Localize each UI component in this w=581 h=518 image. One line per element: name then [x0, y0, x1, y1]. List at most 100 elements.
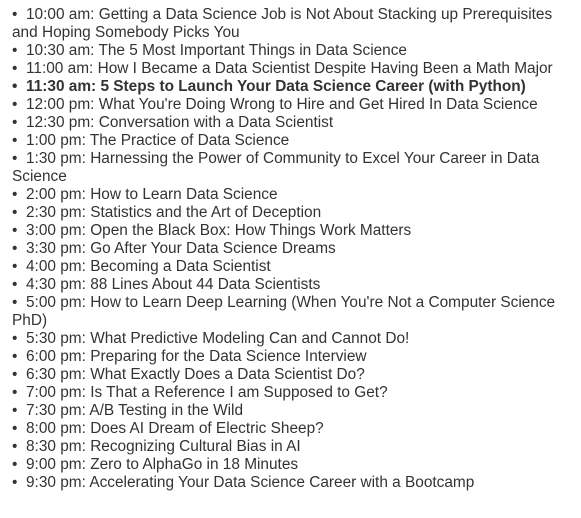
session-time: 12:30 pm	[26, 114, 91, 131]
session-title: Accelerating Your Data Science Career wi…	[89, 474, 475, 491]
time-separator: :	[81, 330, 91, 347]
schedule-item: • 11:00 am: How I Became a Data Scientist…	[12, 60, 575, 78]
session-title: Harnessing the Power of Community to Exc…	[12, 150, 540, 185]
session-title: Becoming a Data Scientist	[90, 258, 271, 275]
session-title: What You're Doing Wrong to Hire and Get …	[98, 96, 538, 113]
session-schedule-list: • 10:00 am: Getting a Data Science Job is…	[12, 6, 575, 492]
time-separator: :	[81, 222, 91, 239]
session-title: The 5 Most Important Things in Data Scie…	[98, 42, 407, 59]
session-time: 10:00 am	[26, 6, 91, 23]
schedule-item: • 7:00 pm: Is That a Reference I am Suppo…	[12, 384, 575, 402]
bullet-icon: •	[12, 204, 18, 221]
session-title: Preparing for the Data Science Interview	[90, 348, 367, 365]
session-time: 1:30 pm	[26, 150, 82, 167]
time-separator: :	[90, 96, 99, 113]
session-time: 11:30 am	[26, 78, 92, 95]
bullet-icon: •	[12, 258, 18, 275]
bullet-icon: •	[12, 222, 18, 239]
time-separator: :	[90, 6, 99, 23]
session-time: 1:00 pm	[26, 132, 82, 149]
bullet-icon: •	[12, 132, 18, 149]
session-time: 3:30 pm	[26, 240, 82, 257]
time-separator: :	[81, 348, 91, 365]
schedule-item: • 1:30 pm: Harnessing the Power of Commun…	[12, 150, 575, 186]
session-title: Is That a Reference I am Supposed to Get…	[90, 384, 388, 401]
bullet-icon: •	[12, 420, 18, 437]
schedule-item: • 4:30 pm: 88 Lines About 44 Data Scienti…	[12, 276, 575, 294]
session-title: The Practice of Data Science	[89, 132, 290, 149]
session-time: 4:30 pm	[26, 276, 82, 293]
session-title: Getting a Data Science Job is Not About …	[12, 6, 553, 41]
session-title: Conversation with a Data Scientist	[98, 114, 334, 131]
session-title: 88 Lines About 44 Data Scientists	[90, 276, 321, 293]
schedule-item: • 4:00 pm: Becoming a Data Scientist	[12, 258, 575, 276]
session-time: 7:00 pm	[26, 384, 82, 401]
schedule-item: • 5:30 pm: What Predictive Modeling Can a…	[12, 330, 575, 348]
bullet-icon: •	[12, 294, 18, 311]
schedule-item: • 8:00 pm: Does AI Dream of Electric Shee…	[12, 420, 575, 438]
schedule-item: • 10:00 am: Getting a Data Science Job is…	[12, 6, 575, 42]
bullet-icon: •	[12, 438, 18, 455]
time-separator: :	[81, 384, 91, 401]
bullet-icon: •	[12, 330, 18, 347]
time-separator: :	[81, 276, 91, 293]
bullet-icon: •	[12, 366, 18, 383]
bullet-icon: •	[12, 474, 18, 491]
schedule-item: • 2:30 pm: Statistics and the Art of Dece…	[12, 204, 575, 222]
session-title: Statistics and the Art of Deception	[90, 204, 322, 221]
session-time: 9:00 pm	[26, 456, 82, 473]
bullet-icon: •	[12, 384, 18, 401]
session-time: 11:00 am	[26, 60, 90, 77]
time-separator: :	[81, 150, 91, 167]
schedule-item: • 11:30 am: 5 Steps to Launch Your Data S…	[12, 78, 575, 96]
session-title: A/B Testing in the Wild	[89, 402, 244, 419]
schedule-item: • 1:00 pm: The Practice of Data Science	[12, 132, 575, 150]
session-title: Go After Your Data Science Dreams	[90, 240, 336, 257]
schedule-item: • 5:00 pm: How to Learn Deep Learning (Wh…	[12, 294, 575, 330]
bullet-icon: •	[12, 456, 18, 473]
session-time: 6:00 pm	[26, 348, 82, 365]
session-time: 2:00 pm	[26, 186, 82, 203]
schedule-item: • 12:00 pm: What You're Doing Wrong to Hi…	[12, 96, 575, 114]
time-separator: :	[81, 240, 91, 257]
session-title: What Predictive Modeling Can and Cannot …	[90, 330, 410, 347]
bullet-icon: •	[12, 114, 18, 131]
schedule-item: • 10:30 am: The 5 Most Important Things i…	[12, 42, 575, 60]
session-title: 5 Steps to Launch Your Data Science Care…	[100, 78, 526, 95]
schedule-item: • 7:30 pm: A/B Testing in the Wild	[12, 402, 575, 420]
time-separator: :	[90, 42, 99, 59]
time-separator: :	[81, 402, 90, 419]
time-separator: :	[81, 258, 91, 275]
schedule-item: • 6:00 pm: Preparing for the Data Science…	[12, 348, 575, 366]
session-time: 12:00 pm	[26, 96, 91, 113]
session-time: 2:30 pm	[26, 204, 82, 221]
session-title: What Exactly Does a Data Scientist Do?	[90, 366, 365, 383]
bullet-icon: •	[12, 402, 18, 419]
time-separator: :	[91, 78, 101, 95]
schedule-item: • 3:00 pm: Open the Black Box: How Things…	[12, 222, 575, 240]
session-time: 9:30 pm	[26, 474, 82, 491]
session-time: 10:30 am	[26, 42, 91, 59]
session-time: 6:30 pm	[26, 366, 82, 383]
time-separator: :	[81, 420, 91, 437]
schedule-item: • 2:00 pm: How to Learn Data Science	[12, 186, 575, 204]
bullet-icon: •	[12, 60, 18, 77]
schedule-item: • 9:00 pm: Zero to AlphaGo in 18 Minutes	[12, 456, 575, 474]
time-separator: :	[81, 366, 91, 383]
schedule-item: • 9:30 pm: Accelerating Your Data Science…	[12, 474, 575, 492]
time-separator: :	[81, 456, 91, 473]
session-time: 4:00 pm	[26, 258, 82, 275]
session-title: Recognizing Cultural Bias in AI	[90, 438, 301, 455]
time-separator: :	[81, 474, 90, 491]
bullet-icon: •	[12, 276, 18, 293]
bullet-icon: •	[12, 96, 18, 113]
bullet-icon: •	[12, 348, 18, 365]
time-separator: :	[81, 186, 91, 203]
bullet-icon: •	[12, 78, 18, 95]
bullet-icon: •	[12, 150, 18, 167]
session-time: 7:30 pm	[26, 402, 82, 419]
session-time: 8:30 pm	[26, 438, 82, 455]
bullet-icon: •	[12, 42, 18, 59]
schedule-item: • 12:30 pm: Conversation with a Data Scie…	[12, 114, 575, 132]
bullet-icon: •	[12, 186, 18, 203]
